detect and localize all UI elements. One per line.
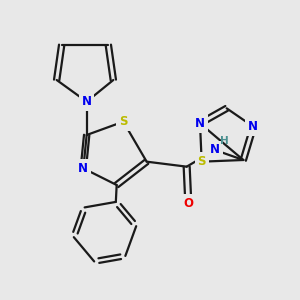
Text: N: N [82, 95, 92, 108]
Text: O: O [183, 197, 193, 210]
Text: N: N [210, 143, 220, 157]
Text: S: S [197, 155, 206, 168]
Text: S: S [119, 115, 128, 128]
Text: H: H [220, 136, 229, 146]
Text: N: N [248, 120, 258, 133]
Text: N: N [195, 117, 205, 130]
Text: N: N [78, 162, 88, 175]
